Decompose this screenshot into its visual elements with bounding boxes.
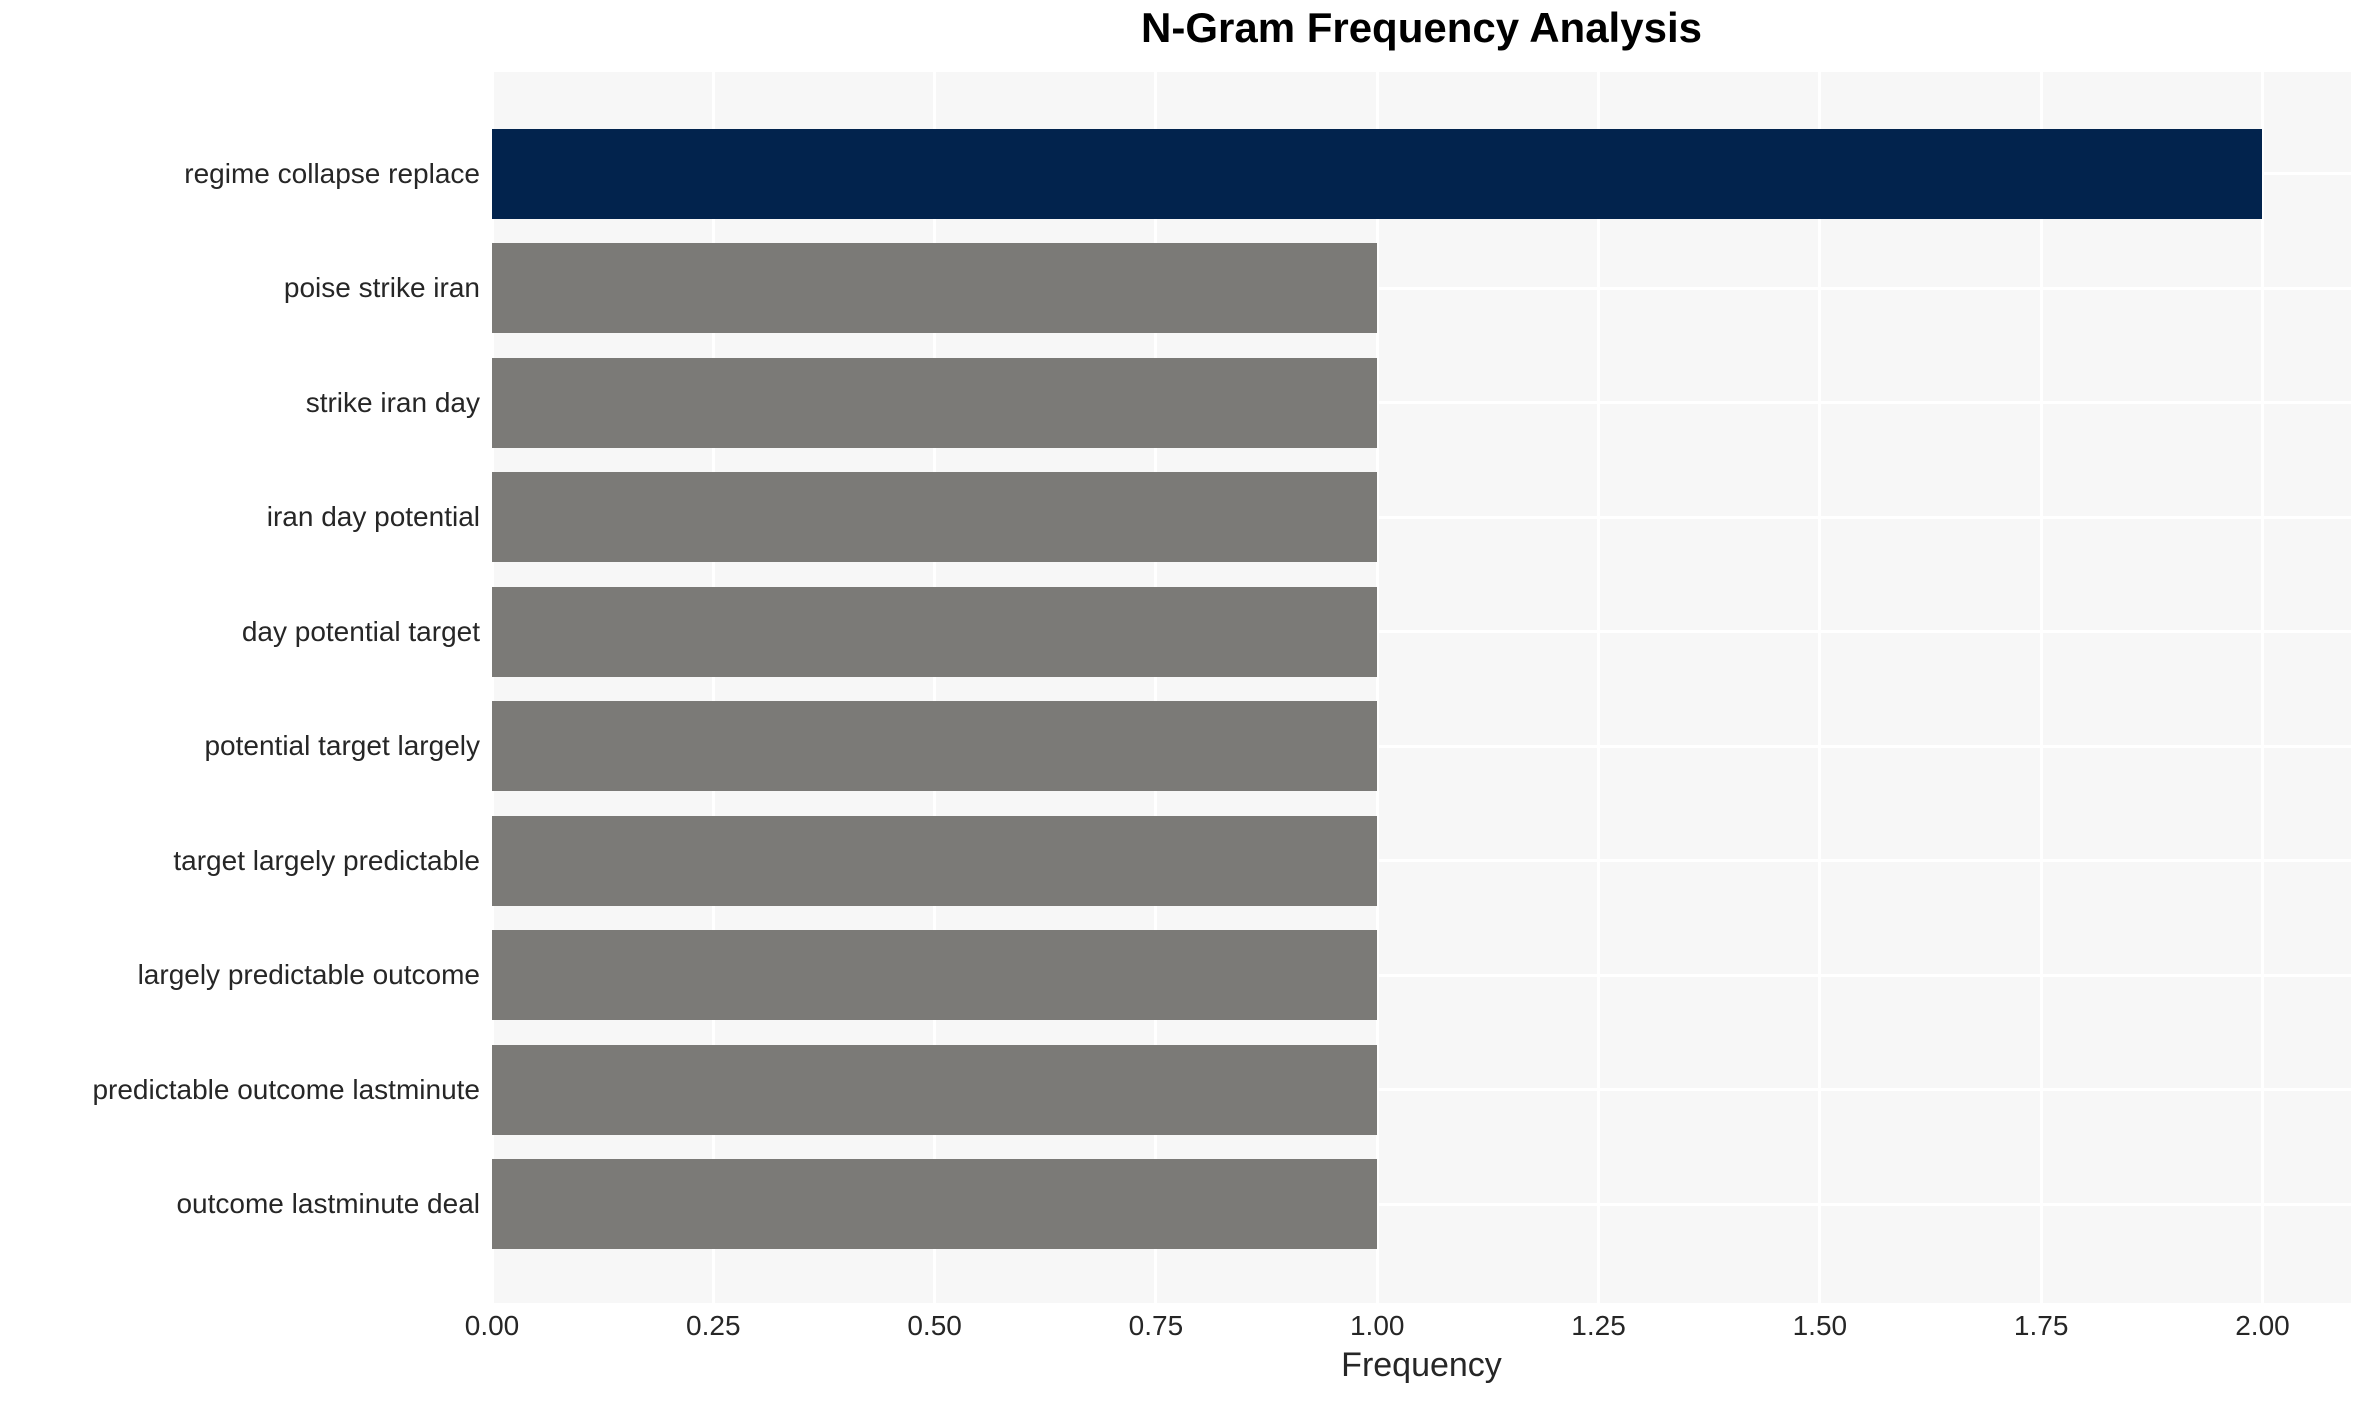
bar — [492, 701, 1378, 791]
category-label: target largely predictable — [173, 844, 480, 876]
gridline-horizontal — [492, 286, 2351, 290]
x-tick-label: 1.50 — [1792, 1310, 1848, 1341]
gridline-vertical — [1375, 72, 1379, 1303]
x-tick-label: 1.00 — [1349, 1310, 1405, 1341]
plot-area — [490, 72, 2351, 1303]
category-label: potential target largely — [204, 730, 480, 761]
category-label: outcome lastminute deal — [176, 1188, 480, 1219]
category-label: iran day potential — [266, 501, 480, 532]
x-tick-label: 1.25 — [1571, 1310, 1626, 1341]
gridline-vertical — [1154, 72, 1158, 1303]
bar — [492, 930, 1378, 1020]
gridline-vertical — [490, 72, 494, 1303]
x-tick-label: 0.75 — [1128, 1310, 1184, 1341]
gridline-horizontal — [492, 630, 2351, 633]
x-tick-label: 1.75 — [2013, 1310, 2069, 1341]
bar — [492, 586, 1378, 677]
gridline-vertical — [2039, 72, 2043, 1303]
gridline-horizontal — [492, 1202, 2351, 1206]
category-label: predictable outcome lastminute — [92, 1073, 480, 1105]
category-label: poise strike iran — [283, 272, 480, 303]
chart-title: N-Gram Frequency Analysis — [1141, 4, 1702, 51]
bar — [492, 1159, 1378, 1249]
gridline-vertical — [933, 72, 937, 1303]
bar — [492, 128, 2263, 219]
category-label: regime collapse replace — [184, 157, 480, 189]
gridline-horizontal — [492, 859, 2351, 862]
gridline-vertical — [2260, 72, 2264, 1303]
gridline-horizontal — [492, 973, 2351, 977]
category-label: day potential target — [241, 615, 480, 647]
gridline-vertical — [1597, 72, 1601, 1303]
x-axis-label: Frequency — [1341, 1346, 1502, 1384]
x-tick-label: 0.50 — [907, 1310, 962, 1341]
gridline-vertical — [711, 72, 715, 1303]
category-label: strike iran day — [305, 386, 480, 418]
bar — [492, 1044, 1378, 1135]
category-label: largely predictable outcome — [137, 959, 480, 990]
gridline-horizontal — [492, 1088, 2351, 1091]
gridline-horizontal — [492, 744, 2351, 748]
bar — [492, 357, 1378, 448]
bar — [492, 472, 1378, 562]
x-tick-label: 0.00 — [464, 1310, 520, 1341]
gridline-horizontal — [492, 401, 2351, 404]
gridline-horizontal — [492, 515, 2351, 519]
x-tick-label: 0.25 — [686, 1310, 741, 1341]
x-tick-label: 2.00 — [2235, 1310, 2290, 1341]
gridline-vertical — [1818, 72, 1822, 1303]
bar — [492, 243, 1378, 333]
bar — [492, 815, 1378, 906]
